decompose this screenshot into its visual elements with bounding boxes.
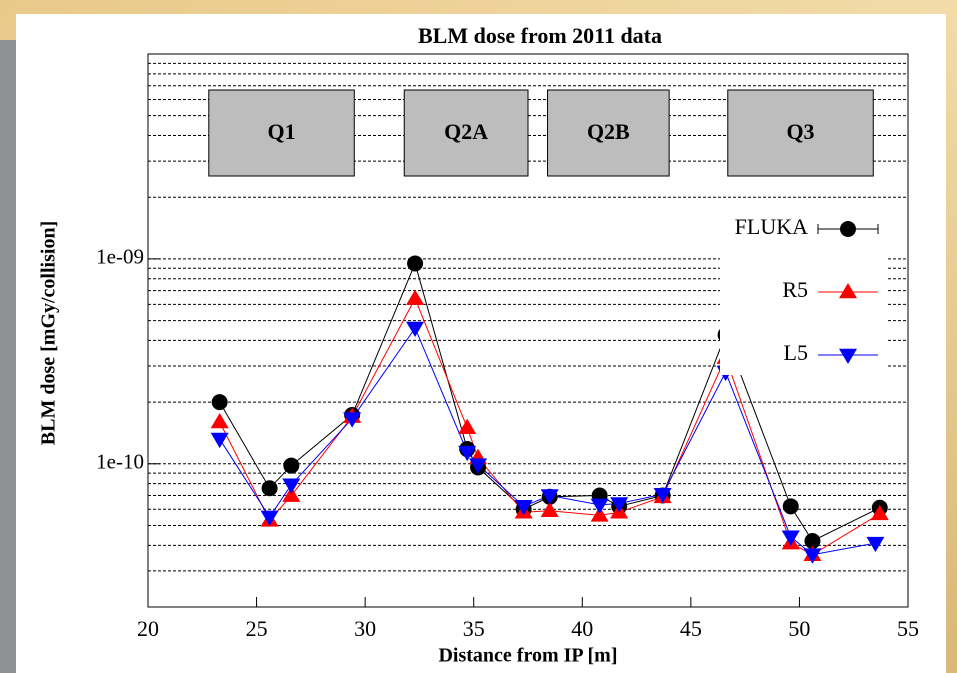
magnet-label: Q2A xyxy=(444,119,488,144)
data-point xyxy=(653,487,672,504)
x-tick-label: 20 xyxy=(137,616,159,641)
data-point xyxy=(406,321,425,337)
x-axis-label: Distance from IP [m] xyxy=(438,645,617,667)
data-point xyxy=(590,506,609,522)
data-point xyxy=(782,498,799,515)
data-point xyxy=(590,498,609,514)
magnet-box xyxy=(547,89,670,177)
x-tick-label: 50 xyxy=(788,616,810,641)
data-point xyxy=(866,536,885,553)
x-tick-label: 25 xyxy=(246,616,268,641)
x-tick-label: 35 xyxy=(463,616,485,641)
series-line xyxy=(219,261,880,542)
series-line xyxy=(219,326,876,556)
data-point xyxy=(211,394,228,411)
data-point xyxy=(282,486,301,502)
data-point xyxy=(469,458,488,474)
data-point xyxy=(514,500,533,516)
data-point xyxy=(261,480,278,497)
data-point xyxy=(610,497,629,513)
legend-label: L5 xyxy=(784,340,808,365)
x-tick-label: 45 xyxy=(680,616,702,641)
chart-title: BLM dose from 2011 data xyxy=(418,23,662,48)
magnet-label: Q3 xyxy=(786,119,814,144)
legend-label: FLUKA xyxy=(735,214,808,239)
x-tick-label: 40 xyxy=(571,616,593,641)
data-point xyxy=(406,289,425,305)
data-point xyxy=(540,489,559,505)
legend-box xyxy=(720,205,888,375)
magnet-box xyxy=(208,89,355,177)
plot-frame xyxy=(147,53,909,608)
magnet-label: Q2B xyxy=(587,119,630,144)
legend-marker xyxy=(840,221,856,237)
data-point xyxy=(458,418,477,435)
data-point xyxy=(781,530,800,546)
data-point xyxy=(210,432,229,449)
legend-label: R5 xyxy=(782,277,808,302)
data-point xyxy=(803,548,822,564)
legend-marker xyxy=(839,283,857,299)
data-point xyxy=(870,504,889,521)
y-axis-label: BLM dose [mGy/collision] xyxy=(38,221,60,445)
x-tick-label: 30 xyxy=(354,616,376,641)
data-point xyxy=(343,412,362,428)
data-point xyxy=(283,457,300,474)
series-line xyxy=(219,297,881,556)
data-point xyxy=(260,510,279,526)
data-point xyxy=(804,532,821,549)
y-tick-label: 1e-09 xyxy=(96,245,144,269)
data-point xyxy=(458,445,477,462)
magnet-box xyxy=(727,89,874,177)
x-tick-label: 55 xyxy=(897,616,919,641)
data-point xyxy=(210,412,229,429)
magnet-label: Q1 xyxy=(267,119,295,144)
data-point xyxy=(407,255,424,272)
y-tick-label: 1e-10 xyxy=(96,450,144,474)
legend-marker xyxy=(839,348,857,364)
data-point xyxy=(540,501,559,518)
magnet-box xyxy=(403,89,529,177)
data-point xyxy=(282,478,301,494)
